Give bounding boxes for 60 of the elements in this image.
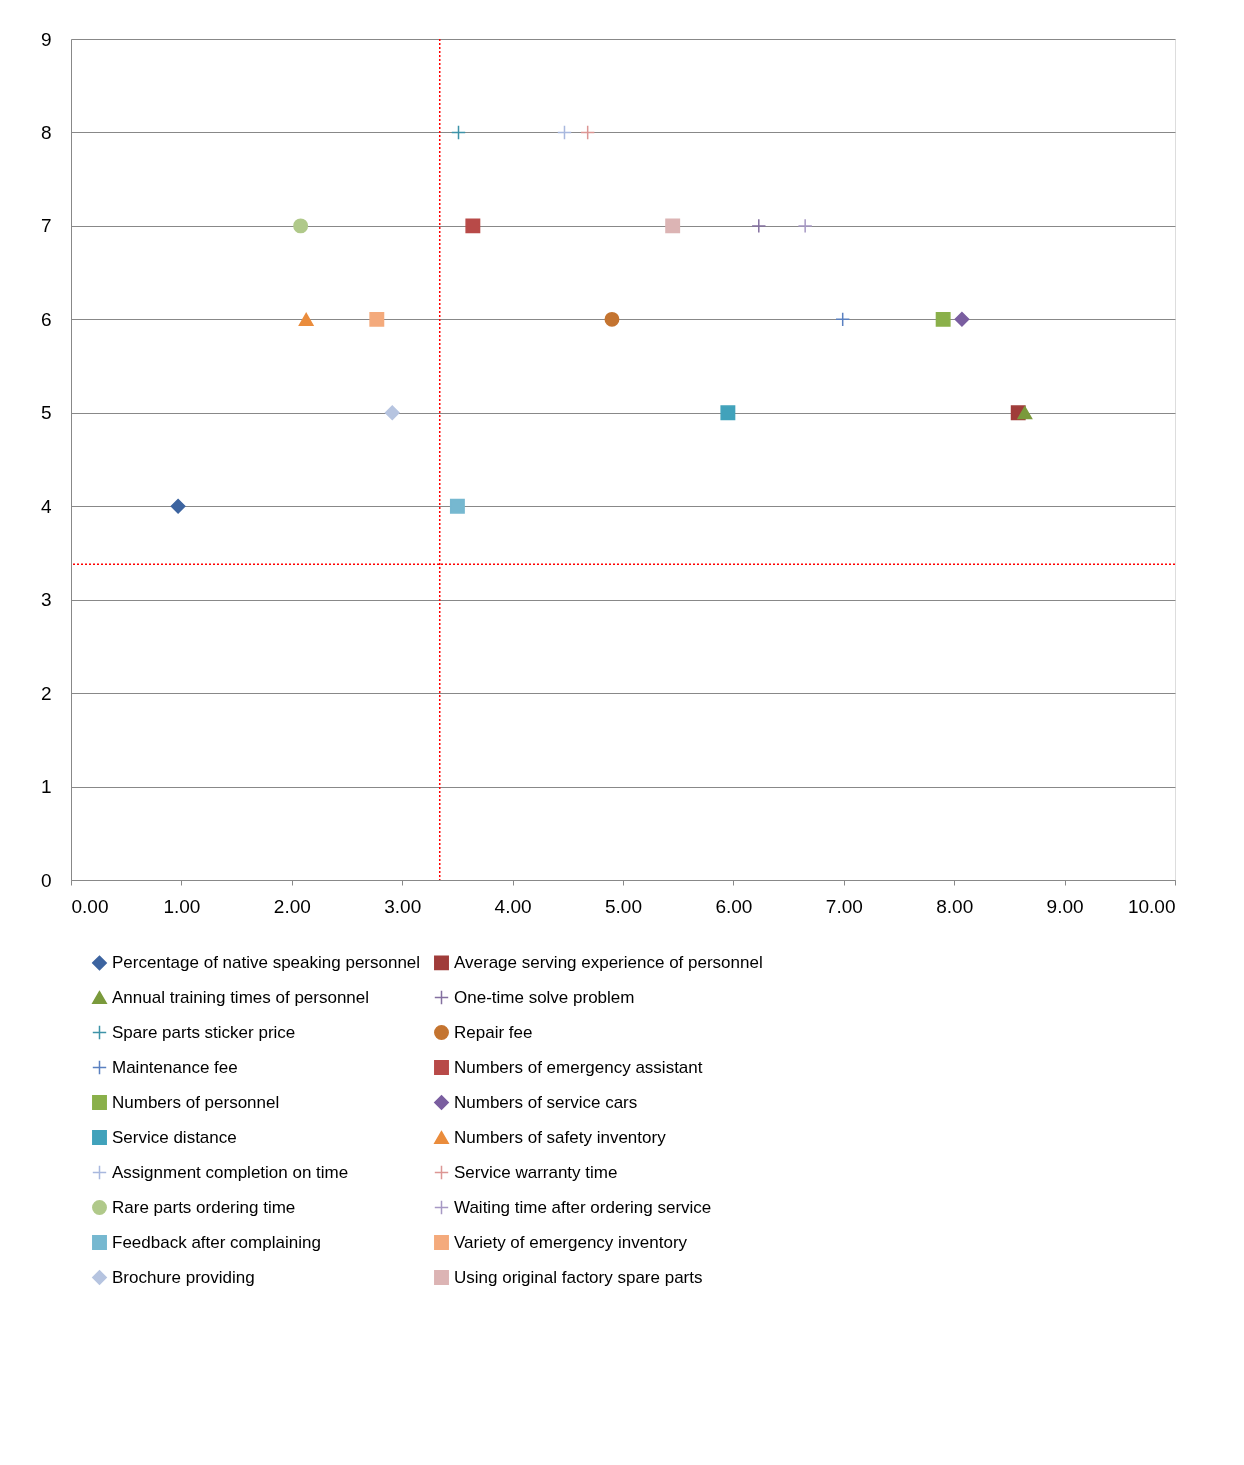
y-tick-label: 3 <box>40 589 52 611</box>
point <box>465 218 481 234</box>
legend-label: Average serving experience of personnel <box>454 952 763 972</box>
x-tick-label: 5.00 <box>605 895 642 917</box>
point <box>720 405 736 421</box>
point <box>384 405 400 421</box>
y-tick-label: 0 <box>40 869 52 891</box>
x-tick-label: 3.00 <box>384 895 422 917</box>
legend-label: Variety of emergency inventory <box>454 1232 688 1252</box>
point <box>170 498 186 514</box>
x-tick-label: 2.00 <box>273 895 311 917</box>
x-tick-label: 10.00 <box>1127 895 1176 917</box>
legend-label: Numbers of personnel <box>112 1092 280 1112</box>
legend-label: Numbers of safety inventory <box>454 1127 667 1147</box>
legend-label: Rare parts ordering time <box>112 1197 296 1217</box>
point <box>369 311 385 327</box>
legend-label: Service warranty time <box>454 1162 618 1182</box>
x-tick-label: 7.00 <box>825 895 863 917</box>
point <box>293 218 309 234</box>
legend-label: Numbers of emergency assistant <box>454 1057 703 1077</box>
x-tick-label: 6.00 <box>715 895 753 917</box>
point <box>298 312 314 326</box>
point <box>954 311 970 327</box>
legend-label: One-time solve problem <box>454 987 635 1007</box>
legend-label: Spare parts sticker price <box>112 1022 296 1042</box>
point <box>557 124 572 140</box>
point <box>835 311 851 327</box>
legend-label: Using original factory spare parts <box>454 1267 703 1287</box>
y-tick-label: 2 <box>40 682 52 704</box>
legend-label: Annual training times of personnel <box>112 987 370 1007</box>
legend-label: Service distance <box>112 1127 237 1147</box>
legend-label: Percentage of native speaking personnel <box>112 952 421 972</box>
legend-label: Brochure providing <box>112 1267 255 1287</box>
y-tick-label: 7 <box>40 215 52 237</box>
legend-label: Numbers of service cars <box>454 1092 638 1112</box>
point <box>1017 406 1033 420</box>
point <box>451 124 466 140</box>
point <box>751 218 767 234</box>
point <box>449 498 465 514</box>
point <box>580 124 596 140</box>
point <box>665 218 681 234</box>
x-tick-label: 8.00 <box>936 895 974 917</box>
legend-label: Assignment completion on time <box>112 1162 349 1182</box>
legend-label: Waiting time after ordering service <box>454 1197 712 1217</box>
point <box>935 311 951 327</box>
y-tick-label: 5 <box>40 402 52 424</box>
legend-label: Feedback after complaining <box>112 1232 321 1252</box>
x-tick-label: 1.00 <box>163 895 201 917</box>
y-tick-label: 6 <box>40 308 52 330</box>
x-tick-label: 9.00 <box>1046 895 1084 917</box>
x-tick-label: 0.00 <box>71 895 109 917</box>
legend-label: Repair fee <box>454 1022 533 1042</box>
x-tick-label: 4.00 <box>494 895 532 917</box>
y-tick-label: 8 <box>40 121 52 143</box>
y-tick-label: 9 <box>40 28 52 50</box>
y-tick-label: 4 <box>40 495 52 517</box>
y-tick-label: 1 <box>40 776 52 798</box>
legend-label: Maintenance fee <box>112 1057 238 1077</box>
point <box>797 218 813 234</box>
point <box>604 311 620 327</box>
